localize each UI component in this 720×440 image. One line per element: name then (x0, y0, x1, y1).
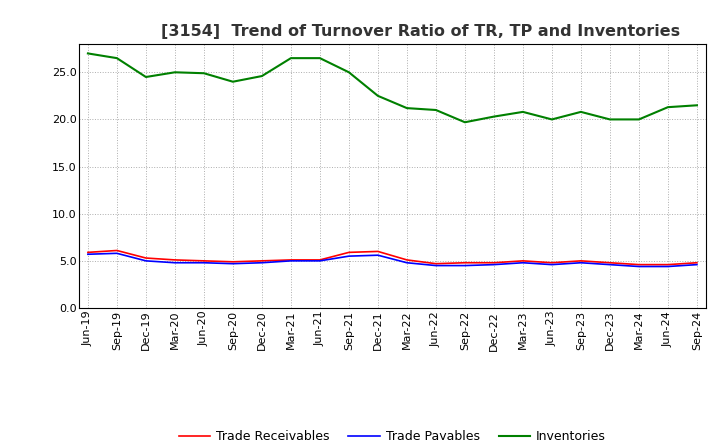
Inventories (112, 55, 121, 61)
Trade Receivables (634, 262, 643, 267)
Trade Payables (461, 263, 469, 268)
Legend: Trade Receivables, Trade Payables, Inventories: Trade Receivables, Trade Payables, Inven… (174, 425, 611, 440)
Trade Payables (518, 260, 527, 265)
Trade Payables (548, 262, 557, 267)
Trade Payables (84, 252, 92, 257)
Trade Payables (171, 260, 179, 265)
Inventories (548, 117, 557, 122)
Trade Payables (693, 262, 701, 267)
Trade Payables (345, 253, 354, 259)
Inventories (287, 55, 295, 61)
Inventories (518, 109, 527, 114)
Trade Receivables (171, 257, 179, 263)
Trade Receivables (402, 257, 411, 263)
Trade Receivables (461, 260, 469, 265)
Inventories (664, 105, 672, 110)
Trade Payables (374, 253, 382, 258)
Trade Receivables (431, 261, 440, 266)
Trade Receivables (693, 260, 701, 265)
Trade Receivables (228, 259, 237, 264)
Inventories (490, 114, 498, 119)
Inventories (199, 70, 208, 76)
Inventories (258, 73, 266, 79)
Inventories (228, 79, 237, 84)
Inventories (461, 120, 469, 125)
Trade Receivables (287, 257, 295, 263)
Line: Inventories: Inventories (88, 53, 697, 122)
Trade Receivables (112, 248, 121, 253)
Inventories (634, 117, 643, 122)
Trade Receivables (315, 257, 324, 263)
Line: Trade Payables: Trade Payables (88, 253, 697, 267)
Inventories (577, 109, 585, 114)
Trade Payables (664, 264, 672, 269)
Trade Receivables (345, 250, 354, 255)
Trade Payables (315, 258, 324, 264)
Trade Payables (258, 260, 266, 265)
Trade Receivables (199, 258, 208, 264)
Trade Payables (112, 251, 121, 256)
Inventories (315, 55, 324, 61)
Inventories (402, 106, 411, 111)
Trade Payables (634, 264, 643, 269)
Text: [3154]  Trend of Turnover Ratio of TR, TP and Inventories: [3154] Trend of Turnover Ratio of TR, TP… (161, 24, 680, 39)
Trade Receivables (577, 258, 585, 264)
Trade Receivables (606, 260, 614, 265)
Trade Receivables (84, 250, 92, 255)
Trade Payables (490, 262, 498, 267)
Inventories (84, 51, 92, 56)
Inventories (345, 70, 354, 75)
Inventories (431, 107, 440, 113)
Inventories (693, 103, 701, 108)
Trade Payables (431, 263, 440, 268)
Trade Payables (287, 258, 295, 264)
Trade Payables (199, 260, 208, 265)
Trade Receivables (490, 260, 498, 265)
Trade Receivables (548, 260, 557, 265)
Line: Trade Receivables: Trade Receivables (88, 250, 697, 264)
Trade Payables (606, 262, 614, 267)
Trade Receivables (258, 258, 266, 264)
Inventories (374, 93, 382, 99)
Trade Payables (402, 260, 411, 265)
Inventories (142, 74, 150, 80)
Trade Receivables (374, 249, 382, 254)
Trade Receivables (518, 258, 527, 264)
Trade Receivables (664, 262, 672, 267)
Trade Payables (577, 260, 585, 265)
Inventories (606, 117, 614, 122)
Trade Payables (142, 258, 150, 264)
Inventories (171, 70, 179, 75)
Trade Payables (228, 261, 237, 266)
Trade Receivables (142, 255, 150, 260)
